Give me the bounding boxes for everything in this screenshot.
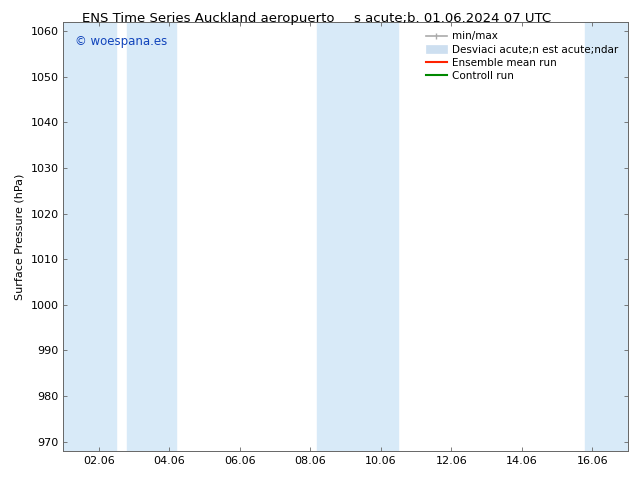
Bar	[127, 22, 176, 451]
Y-axis label: Surface Pressure (hPa): Surface Pressure (hPa)	[15, 173, 25, 299]
Bar	[63, 22, 116, 451]
Bar	[317, 22, 398, 451]
Legend: min/max, Desviaci acute;n est acute;ndar, Ensemble mean run, Controll run: min/max, Desviaci acute;n est acute;ndar…	[422, 27, 623, 85]
Text: s acute;b. 01.06.2024 07 UTC: s acute;b. 01.06.2024 07 UTC	[354, 12, 552, 25]
Text: ENS Time Series Auckland aeropuerto: ENS Time Series Auckland aeropuerto	[82, 12, 335, 25]
Text: © woespana.es: © woespana.es	[75, 35, 167, 48]
Bar	[585, 22, 628, 451]
